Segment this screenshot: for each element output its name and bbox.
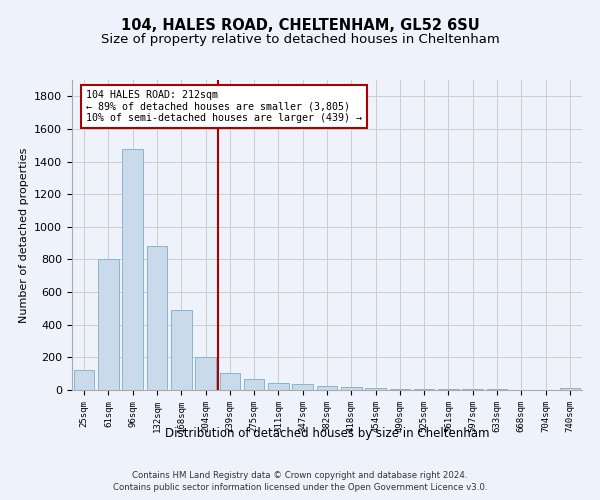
Text: 104, HALES ROAD, CHELTENHAM, GL52 6SU: 104, HALES ROAD, CHELTENHAM, GL52 6SU [121,18,479,32]
Text: Contains public sector information licensed under the Open Government Licence v3: Contains public sector information licen… [113,484,487,492]
Bar [317,386,337,390]
Bar [74,370,94,390]
Text: 104 HALES ROAD: 212sqm
← 89% of detached houses are smaller (3,805)
10% of semi-: 104 HALES ROAD: 212sqm ← 89% of detached… [86,90,362,122]
Bar [438,389,459,390]
Bar [98,260,119,390]
Bar [292,384,313,390]
Bar [463,389,483,390]
Bar [268,384,289,390]
Bar [389,388,410,390]
Bar [122,148,143,390]
Bar [341,386,362,390]
Text: Distribution of detached houses by size in Cheltenham: Distribution of detached houses by size … [165,428,489,440]
Bar [560,388,580,390]
Bar [244,380,265,390]
Bar [365,388,386,390]
Bar [195,356,216,390]
Bar [414,389,434,390]
Bar [146,246,167,390]
Bar [220,373,240,390]
Text: Size of property relative to detached houses in Cheltenham: Size of property relative to detached ho… [101,32,499,46]
Y-axis label: Number of detached properties: Number of detached properties [19,148,29,322]
Bar [171,310,191,390]
Text: Contains HM Land Registry data © Crown copyright and database right 2024.: Contains HM Land Registry data © Crown c… [132,471,468,480]
